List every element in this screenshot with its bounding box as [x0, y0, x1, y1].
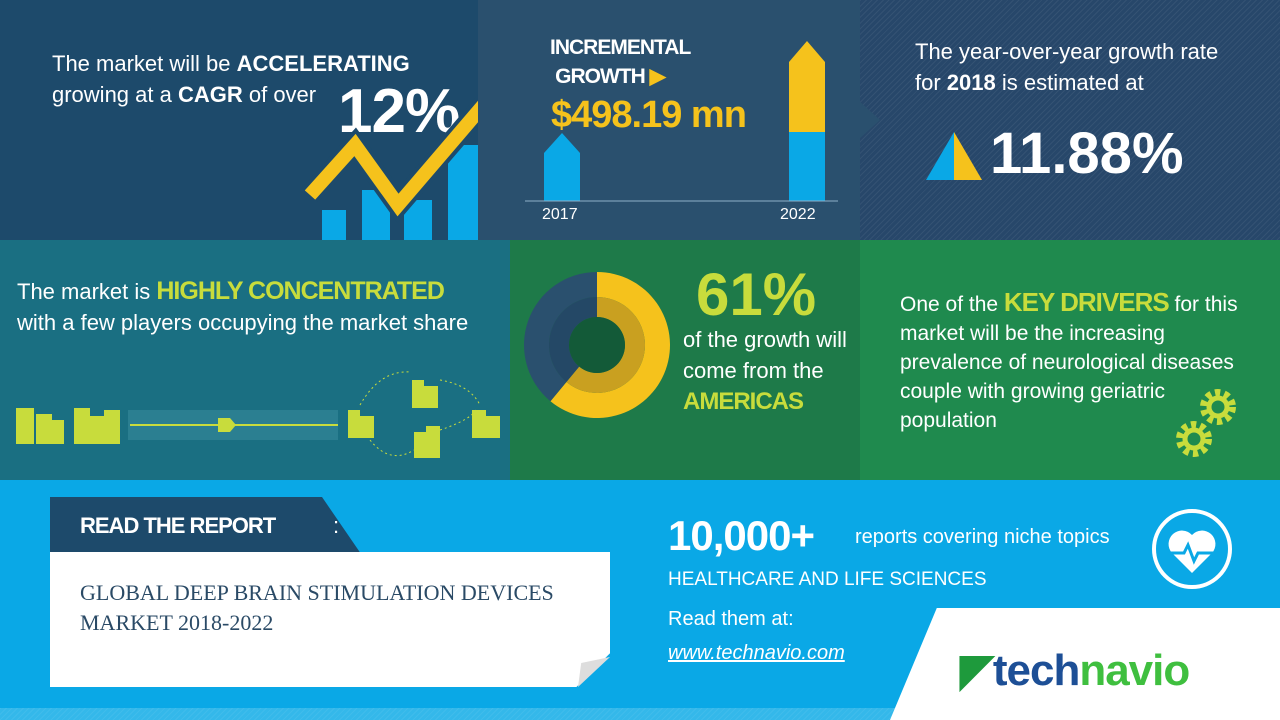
read-report-label: READ THE REPORT — [80, 513, 276, 538]
donut-americas-slice — [550, 272, 670, 418]
heart-pulse-icon — [1152, 509, 1232, 589]
concentration-prefix: The market is — [17, 279, 157, 304]
report-title[interactable]: GLOBAL DEEP BRAIN STIMULATION DEVICES MA… — [80, 578, 554, 638]
cagr-text: The market will be ACCELERATING growing … — [52, 48, 410, 110]
concentration-suffix: with a few players occupying the market … — [17, 310, 469, 335]
read-at-label: Read them at: — [668, 608, 794, 630]
concentration-panel: The market is HIGHLY CONCENTRATED with a… — [0, 240, 510, 480]
report-title-line2: MARKET 2018-2022 — [80, 610, 274, 635]
report-title-line1: GLOBAL DEEP BRAIN STIMULATION DEVICES — [80, 580, 554, 605]
technavio-logo: ◤technavio — [960, 645, 1190, 696]
logo-panel — [890, 608, 1280, 720]
incremental-panel: INCREMENTAL GROWTH ▶ $498.19 mn 2017 202… — [478, 0, 860, 240]
buildings-illustration-icon — [16, 371, 500, 458]
americas-label: AMERICAS — [683, 388, 804, 415]
cagr-panel: The market will be ACCELERATING growing … — [0, 0, 478, 240]
bar-icon — [322, 210, 346, 240]
bar-2017 — [544, 133, 580, 201]
accelerating-label: ACCELERATING — [236, 51, 410, 76]
drivers-prefix: One of the — [900, 293, 1004, 316]
read-report-colon: : — [333, 513, 340, 538]
region-line2: come from the — [683, 358, 824, 383]
bar-2022-base — [789, 132, 825, 201]
yoy-panel: The year-over-year growth rate for 2018 … — [860, 0, 1280, 240]
report-count: 10,000+ — [668, 512, 815, 559]
year-2017: 2017 — [542, 206, 578, 223]
logo-mark-icon: ◤ — [960, 646, 994, 695]
incremental-bars — [525, 41, 838, 202]
year-2022: 2022 — [780, 206, 816, 223]
drivers-text: One of the KEY DRIVERS for this market w… — [900, 288, 1240, 435]
logo-tech: tech — [992, 646, 1080, 695]
yoy-value: 11.88% — [990, 121, 1184, 186]
play-triangle-icon: ▶ — [649, 65, 666, 88]
growth-label: GROWTH — [555, 65, 646, 88]
concentration-text: The market is HIGHLY CONCENTRATED with a… — [17, 276, 487, 338]
donut-hole — [569, 317, 625, 373]
cagr-line2: growing at a — [52, 82, 178, 107]
yoy-line2-suffix: is estimated at — [995, 70, 1144, 95]
technavio-link[interactable]: www.technavio.com — [668, 642, 845, 664]
yoy-line2: for — [915, 70, 947, 95]
category-label: HEALTHCARE AND LIFE SCIENCES — [668, 569, 987, 590]
drivers-panel: One of the KEY DRIVERS for this market w… — [860, 240, 1280, 480]
region-panel: 61% of the growth will come from the AME… — [510, 240, 860, 480]
drivers-body: this market will be the increasing preva… — [900, 293, 1238, 432]
donut-other-inner — [549, 297, 597, 382]
logo-navio: navio — [1079, 646, 1190, 695]
key-drivers-label: KEY DRIVERS — [1003, 287, 1170, 317]
yoy-year: 2018 — [946, 70, 996, 95]
panel-pointer — [858, 100, 880, 140]
region-line1: of the growth will — [683, 327, 847, 352]
incremental-label: INCREMENTAL — [550, 36, 691, 59]
bar-icon — [448, 145, 478, 240]
triangle-icon — [926, 132, 982, 180]
drivers-for: for — [1168, 293, 1200, 316]
bar-2022-increment — [789, 41, 825, 132]
growth-arrow-chart-icon — [301, 94, 478, 240]
donut-americas-inner — [566, 297, 645, 393]
cagr-line1: The market will be — [52, 51, 237, 76]
yoy-line1: The year-over-year growth rate — [915, 39, 1219, 64]
americas-share-donut — [524, 272, 670, 418]
report-card[interactable]: GLOBAL DEEP BRAIN STIMULATION DEVICES MA… — [50, 552, 610, 687]
region-value: 61% — [696, 261, 817, 328]
cagr-label: CAGR — [177, 82, 243, 107]
region-text: of the growth will come from the AMERICA… — [683, 324, 847, 417]
report-count-text: reports covering niche topics — [855, 526, 1110, 548]
report-section: READ THE REPORT: GLOBAL DEEP BRAIN STIMU… — [0, 480, 1280, 720]
yoy-text: The year-over-year growth rate for 2018 … — [915, 36, 1218, 98]
cagr-line2-suffix: of over — [242, 82, 317, 107]
highly-concentrated-label: HIGHLY CONCENTRATED — [156, 277, 445, 305]
donut-other-slice — [524, 272, 597, 402]
incremental-value: $498.19 mn — [551, 94, 747, 136]
incremental-title: INCREMENTAL GROWTH ▶ — [550, 33, 691, 91]
gears-icon — [1176, 389, 1236, 457]
arrow-icon — [304, 100, 478, 217]
